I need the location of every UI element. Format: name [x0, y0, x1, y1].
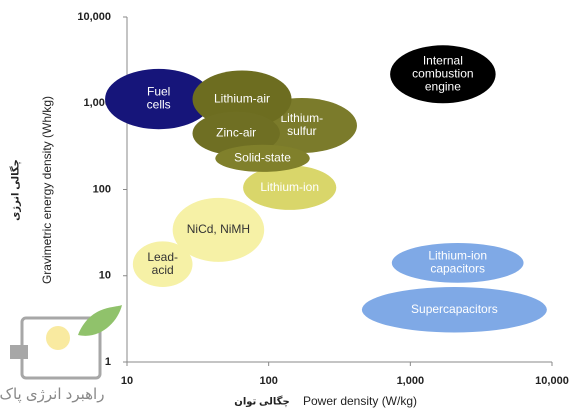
- region-label: engine: [425, 79, 461, 93]
- x-tick-label: 1,000: [397, 375, 425, 387]
- region: [215, 144, 310, 172]
- region-label: NiCd, NiMH: [187, 222, 250, 236]
- region: [390, 45, 496, 104]
- y-axis-label: Gravimetric energy density (Wh/kg): [40, 96, 54, 284]
- region: [391, 242, 524, 283]
- region: [192, 111, 280, 156]
- region-label: combustion: [412, 66, 473, 80]
- region: [132, 241, 193, 288]
- region: [172, 197, 265, 262]
- region-label: capacitors: [430, 262, 485, 276]
- y-tick-label: 1: [105, 356, 111, 368]
- region-label: Lithium-air: [214, 91, 270, 105]
- region-label: Lithium-ion: [260, 180, 319, 194]
- logo-text: راهبرد انرژی پاک: [0, 386, 104, 404]
- region-label: acid: [152, 263, 174, 277]
- region-label: Zinc-air: [216, 126, 256, 140]
- x-tick-label: 10: [121, 375, 133, 387]
- region: [243, 165, 337, 210]
- region-label: Solid-state: [234, 151, 291, 165]
- x-axis-label-fa: چگالی توان: [234, 395, 289, 408]
- region: [105, 68, 213, 130]
- y-tick-label: 1,000: [83, 97, 111, 109]
- x-tick-label: 100: [259, 375, 277, 387]
- y-axis-label-fa: چگالی انرژی: [9, 159, 22, 221]
- region-label: Lead-: [147, 250, 178, 264]
- y-tick-label: 10,000: [77, 11, 111, 23]
- region-label: sulfur: [287, 124, 316, 138]
- region: [192, 70, 292, 128]
- y-tick-label: 100: [93, 183, 111, 195]
- region-label: Internal: [423, 53, 463, 67]
- region-label: Fuel: [147, 85, 170, 99]
- region-label: Supercapacitors: [411, 302, 498, 316]
- region-label: Lithium-ion: [428, 249, 487, 263]
- x-axis-label: Power density (W/kg): [303, 394, 417, 408]
- logo: [10, 305, 122, 380]
- region: [361, 287, 547, 333]
- region-label: Lithium-: [280, 111, 323, 125]
- x-tick-label: 10,000: [535, 375, 569, 387]
- y-tick-label: 10: [99, 270, 111, 282]
- region-label: cells: [147, 98, 171, 112]
